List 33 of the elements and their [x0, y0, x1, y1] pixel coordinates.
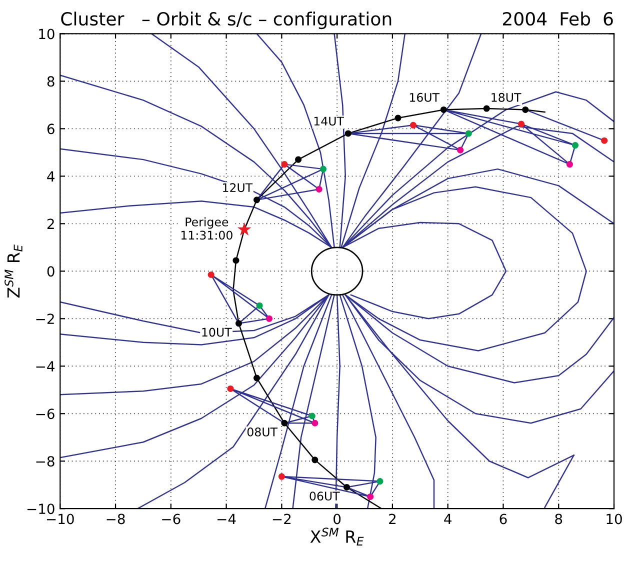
- y-tick-label: 8: [47, 76, 54, 87]
- annotation: 16UT: [410, 92, 440, 102]
- y-tick-label: −4: [36, 361, 54, 372]
- x-tick-label: 6: [500, 514, 507, 524]
- x-tick-label: −2: [272, 514, 291, 524]
- chart-title: Cluster – Orbit & s/c – configuration: [61, 12, 392, 30]
- x-tick-label: 4: [444, 514, 452, 524]
- annotation: 18UT: [492, 92, 522, 102]
- y-tick-label: −2: [36, 314, 54, 324]
- x-tick-label: −4: [218, 514, 236, 524]
- x-tick-label: 8: [555, 514, 562, 524]
- y-axis-title: Z$^{SM}$ R$_{E}$: [4, 244, 22, 298]
- x-tick-label: 0: [334, 514, 341, 524]
- annotation: 14UT: [314, 116, 344, 126]
- x-tick-label: 10: [606, 514, 622, 524]
- y-tick-label: 2: [47, 218, 54, 229]
- x-tick-label: 2: [389, 514, 396, 524]
- annotation: Perigee 11:31:00: [181, 217, 232, 240]
- y-tick-label: 0: [47, 266, 54, 277]
- chart-subtitle: 2004 Feb 6: [502, 12, 613, 26]
- annotation: 08UT: [247, 428, 278, 436]
- y-tick-label: 4: [47, 171, 54, 182]
- y-tick-label: −10: [27, 504, 54, 514]
- annotation: 12UT: [223, 183, 253, 192]
- y-tick-label: 10: [39, 28, 54, 40]
- x-tick-label: −8: [106, 514, 125, 524]
- y-tick-label: 6: [47, 124, 54, 134]
- annotation: 10UT: [202, 328, 232, 337]
- y-tick-label: −6: [36, 408, 54, 420]
- y-tick-label: −8: [36, 456, 54, 467]
- x-tick-label: −6: [162, 514, 180, 524]
- annotation: 06UT: [310, 492, 340, 501]
- x-axis-title: X$^{SM}$ R$_{E}$: [310, 528, 364, 546]
